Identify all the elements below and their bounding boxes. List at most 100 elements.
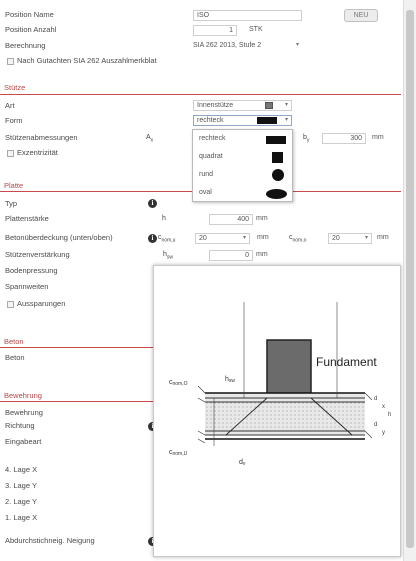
dicke-input[interactable]: 400	[209, 214, 253, 225]
form-label: Form	[5, 116, 23, 125]
neu-button-label: NEU	[353, 12, 369, 19]
lage-2y-label: 2. Lage Y	[5, 497, 37, 506]
dim-tick-left-1	[197, 385, 206, 394]
circle-shape-icon	[272, 169, 284, 181]
chevron-down-icon: ▾	[284, 102, 288, 108]
info-icon[interactable]: i	[148, 537, 157, 546]
dicke-label: Plattenstärke	[5, 214, 49, 223]
rectangle-shape-icon	[257, 117, 277, 124]
art-value: Innenstütze	[197, 102, 234, 109]
hw-label: hsw	[225, 376, 235, 384]
cnom-o-value: 20	[332, 235, 340, 242]
exzentrizitaet-label: Exzentrizität	[17, 148, 58, 157]
square-shape-icon	[272, 152, 283, 163]
ax-symbol: Ax	[146, 134, 154, 144]
art-label: Art	[5, 101, 15, 110]
form-dropdown-list: rechteck quadrat rund oval	[192, 129, 293, 202]
position-count-input[interactable]: 1	[193, 25, 237, 36]
right-label-1: d	[374, 396, 377, 402]
form-option-oval[interactable]: oval	[193, 185, 292, 202]
dim-tick-right-1	[364, 392, 373, 401]
hw-unit: mm	[256, 251, 268, 258]
dicke-symbol: h	[162, 215, 166, 222]
cnom-u-select[interactable]: 20 ▾	[195, 233, 250, 244]
position-count-unit: STK	[249, 26, 263, 33]
form-option-rund[interactable]: rund	[193, 167, 292, 184]
lage-1x-label: 1. Lage X	[5, 513, 38, 522]
chevron-down-icon: ▾	[364, 235, 368, 241]
section-title-bewehrung: Bewehrung	[4, 391, 42, 400]
aussp-label: Aussparungen	[17, 299, 66, 308]
right-label-5: y	[382, 430, 385, 436]
verstaerkung-label: Stützenverstärkung	[5, 250, 70, 259]
right-label-3: h	[388, 412, 391, 418]
dim-tick-left-2	[197, 397, 206, 403]
by-unit: mm	[372, 134, 384, 141]
position-name-input[interactable]: ISO	[193, 10, 302, 21]
cnom-u-symbol: cnom,u	[158, 234, 176, 244]
cnom-u-value: 20	[199, 235, 207, 242]
right-label-4: d	[374, 422, 377, 428]
diagram-title: Fundament	[316, 355, 377, 369]
art-select[interactable]: Innenstütze ▾	[193, 100, 292, 111]
section-title-platte: Platte	[4, 181, 24, 190]
punching-cone-left	[225, 397, 268, 436]
fundament-diagram-popup: Fundament cnom,O hsw cnom,U dv d x h d y	[153, 265, 401, 557]
dim-tick-left-4	[197, 438, 206, 444]
richtung-label: Richtung	[5, 421, 35, 430]
column-type-icon	[265, 102, 273, 109]
info-icon[interactable]: i	[148, 199, 157, 208]
lage-3y-label: 3. Lage Y	[5, 481, 37, 490]
column-shape	[266, 339, 312, 395]
hw-input[interactable]: 0	[209, 250, 253, 261]
cnom-o-select[interactable]: 20 ▾	[328, 233, 372, 244]
punching-cone-right	[310, 397, 353, 436]
info-icon[interactable]: i	[148, 422, 157, 431]
cnom-u-unit: mm	[257, 234, 269, 241]
chevron-down-icon: ▾	[284, 117, 288, 123]
position-name-label: Position Name	[5, 10, 54, 19]
slab-texture	[205, 402, 365, 431]
by-input[interactable]: 300	[322, 133, 366, 144]
beton-label: Beton	[5, 353, 25, 362]
dim-tick-left-3	[197, 430, 206, 436]
calculation-label: Berechnung	[5, 41, 46, 50]
calculation-value: SIA 262 2013, Stufe 2	[193, 42, 262, 49]
dicke-unit: mm	[256, 215, 268, 222]
dims-label: Stützenabmessungen	[5, 133, 78, 142]
cnom-o-label: cnom,O	[169, 379, 188, 387]
neu-button[interactable]: NEU	[344, 9, 378, 22]
calculation-select[interactable]: SIA 262 2013, Stufe 2 ▾	[193, 41, 302, 52]
d-label: dv	[239, 459, 246, 467]
section-title-beton: Beton	[4, 337, 24, 346]
form-option-quadrat[interactable]: quadrat	[193, 149, 292, 166]
form-select[interactable]: rechteck ▾	[193, 115, 292, 126]
cnom-o-symbol: cnom,o	[289, 234, 307, 244]
cnom-o-unit: mm	[377, 234, 389, 241]
typ-label: Typ	[5, 199, 18, 208]
scrollbar-thumb[interactable]	[406, 10, 414, 548]
chevron-down-icon: ▾	[295, 42, 299, 48]
bewehrung-label: Bewehrung	[5, 408, 43, 417]
lage-4x-label: 4. Lage X	[5, 465, 38, 474]
form-value: rechteck	[197, 117, 224, 124]
chevron-down-icon: ▾	[242, 235, 246, 241]
boden-label: Bodenpressung	[5, 266, 58, 275]
info-icon[interactable]: i	[148, 234, 157, 243]
hw-symbol: hsw	[163, 251, 174, 261]
right-label-2: x	[382, 404, 385, 410]
form-option-rechteck[interactable]: rechteck	[193, 131, 292, 148]
cover-label: Betonüberdeckung (unten/oben)	[5, 233, 113, 242]
exzentrizitaet-checkbox[interactable]	[7, 150, 14, 157]
fundament-diagram: Fundament cnom,O hsw cnom,U dv d x h d y	[169, 302, 391, 467]
abb-label: Abdurchstichneig. Neigung	[5, 536, 95, 545]
oval-shape-icon	[266, 189, 287, 199]
by-symbol: by	[303, 134, 310, 144]
aussp-checkbox[interactable]	[7, 301, 14, 308]
gutachten-checkbox[interactable]	[7, 58, 14, 65]
rectangle-shape-icon	[266, 136, 286, 144]
cnom-u-label: cnom,U	[169, 449, 188, 457]
eingabeart-label: Eingabeart	[5, 437, 42, 446]
section-divider	[0, 94, 401, 95]
vertical-scrollbar[interactable]	[403, 0, 416, 561]
